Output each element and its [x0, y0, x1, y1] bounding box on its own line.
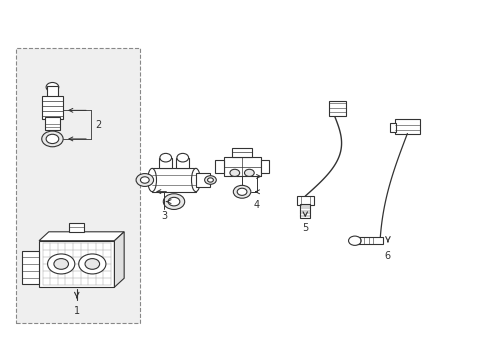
Bar	[296, 196, 313, 205]
Circle shape	[160, 153, 171, 162]
Circle shape	[54, 258, 68, 269]
Circle shape	[41, 131, 63, 147]
Circle shape	[163, 194, 184, 210]
Text: 3: 3	[161, 211, 167, 221]
Bar	[260, 160, 268, 173]
Circle shape	[46, 82, 59, 92]
Bar	[16, 48, 140, 323]
Circle shape	[348, 236, 361, 246]
Circle shape	[204, 176, 216, 184]
Circle shape	[207, 178, 213, 182]
Text: 5: 5	[302, 223, 308, 233]
Bar	[69, 223, 84, 232]
Bar	[356, 237, 382, 244]
Bar	[394, 119, 419, 134]
Bar	[46, 86, 58, 98]
Bar	[176, 158, 188, 168]
Circle shape	[46, 134, 59, 144]
Circle shape	[244, 169, 254, 176]
Bar	[39, 241, 114, 287]
Bar	[232, 148, 251, 157]
Text: 6: 6	[384, 251, 390, 261]
Bar	[159, 158, 171, 168]
Ellipse shape	[191, 168, 200, 192]
Circle shape	[79, 254, 106, 274]
Polygon shape	[114, 232, 124, 287]
Circle shape	[229, 169, 239, 176]
Bar	[223, 157, 260, 176]
Bar	[215, 160, 223, 173]
Bar	[389, 123, 395, 132]
Text: 2: 2	[95, 120, 102, 130]
Circle shape	[140, 177, 149, 183]
Bar	[22, 251, 39, 284]
Circle shape	[168, 197, 180, 206]
Ellipse shape	[147, 168, 156, 192]
Bar	[328, 102, 345, 116]
Circle shape	[237, 188, 246, 195]
Bar	[45, 117, 60, 130]
Circle shape	[233, 185, 250, 198]
Bar	[196, 173, 210, 187]
Bar	[300, 204, 309, 217]
Text: 4: 4	[253, 200, 259, 210]
Text: 1: 1	[74, 306, 80, 316]
Bar	[41, 96, 63, 119]
Circle shape	[85, 258, 100, 269]
Circle shape	[47, 254, 75, 274]
Circle shape	[177, 153, 188, 162]
Polygon shape	[39, 232, 124, 241]
Circle shape	[136, 174, 153, 186]
Bar	[152, 168, 196, 192]
